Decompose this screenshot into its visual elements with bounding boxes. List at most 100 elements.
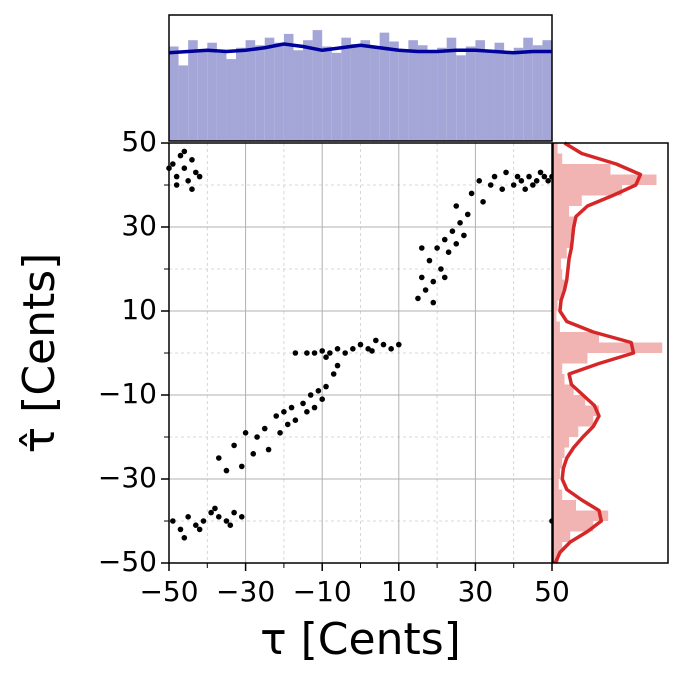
histogram-bar — [389, 41, 399, 141]
point — [196, 526, 203, 533]
histogram-bar — [504, 52, 514, 141]
histogram-bar — [553, 311, 557, 322]
point — [530, 182, 536, 188]
point — [461, 232, 467, 239]
point — [208, 509, 214, 516]
point — [438, 266, 444, 272]
point — [181, 535, 188, 541]
histogram-bar — [437, 47, 447, 142]
point — [510, 182, 517, 188]
histogram-bar — [197, 50, 208, 141]
point — [357, 341, 364, 348]
y-tick-label: 10 — [121, 293, 157, 326]
point — [292, 350, 299, 356]
histogram-bar — [553, 269, 563, 280]
point — [445, 249, 452, 255]
point — [350, 346, 356, 352]
point — [189, 157, 195, 163]
histogram-bar — [446, 37, 457, 141]
point — [173, 173, 180, 180]
histogram-bar — [553, 290, 563, 301]
histogram-bar — [553, 479, 559, 490]
point — [227, 522, 234, 528]
histogram-bar — [484, 50, 495, 141]
histogram-bar — [236, 47, 246, 142]
point — [300, 400, 306, 407]
histogram-bar — [553, 426, 579, 437]
y-tick-label: 50 — [121, 125, 157, 158]
point — [373, 337, 379, 344]
point — [311, 404, 318, 411]
point — [422, 287, 429, 293]
histogram-bar — [553, 521, 594, 532]
y-tick-label: −30 — [98, 461, 157, 494]
point — [177, 152, 184, 159]
point — [468, 190, 475, 197]
point — [369, 348, 375, 354]
point — [430, 299, 437, 306]
histogram-bar — [274, 42, 284, 141]
histogram-bar — [553, 531, 571, 542]
x-tick-label: −10 — [293, 575, 352, 608]
x-tick-label: −30 — [216, 575, 275, 608]
point — [426, 257, 433, 264]
y-tick-label: −50 — [98, 545, 157, 578]
point — [319, 396, 326, 403]
histogram-bar — [553, 342, 663, 353]
point — [281, 409, 287, 415]
point — [215, 455, 222, 461]
histogram-bar — [553, 468, 560, 479]
histogram-bar — [553, 395, 586, 406]
histogram-bar — [553, 164, 611, 175]
histogram-bar — [553, 384, 574, 395]
point — [430, 278, 437, 285]
point — [200, 518, 207, 524]
point — [380, 341, 387, 348]
point — [196, 173, 203, 180]
point — [526, 173, 532, 180]
point — [311, 350, 318, 356]
point — [284, 421, 291, 428]
x-tick-label: −50 — [139, 575, 198, 608]
point — [476, 178, 483, 184]
histogram-bar — [398, 50, 409, 141]
y-axis-label: τ̂ [Cents] — [14, 253, 65, 454]
point — [223, 518, 230, 524]
point — [273, 413, 280, 419]
histogram-bar — [523, 37, 533, 141]
histogram-bar — [350, 43, 361, 142]
histogram-bar — [178, 65, 189, 141]
point — [265, 446, 272, 453]
histogram-bar — [475, 40, 485, 142]
point — [533, 178, 540, 184]
point — [250, 451, 257, 457]
histogram-bar — [293, 50, 304, 141]
histogram-bar — [553, 353, 588, 364]
histogram-bar — [553, 489, 563, 500]
point — [323, 383, 329, 390]
point — [334, 362, 341, 369]
histogram-bar — [553, 143, 558, 154]
point — [170, 518, 176, 524]
histogram-bar — [264, 37, 275, 141]
histogram-bar — [553, 416, 594, 427]
point — [480, 199, 486, 205]
x-tick-label: 50 — [534, 575, 570, 608]
point — [487, 182, 494, 188]
histogram-bar — [312, 30, 323, 141]
point — [342, 350, 348, 356]
point — [307, 392, 314, 398]
histogram-bar — [188, 40, 198, 142]
histogram-bar — [532, 45, 543, 141]
histogram-bar — [542, 40, 552, 142]
histogram-bar — [553, 216, 576, 227]
histogram-bar — [553, 237, 571, 248]
histogram-bar — [553, 458, 563, 469]
histogram-bar — [379, 32, 390, 141]
point — [261, 425, 268, 432]
histogram-bar — [553, 363, 563, 374]
point — [193, 169, 199, 176]
histogram-bar — [283, 33, 294, 141]
histogram-bar — [370, 47, 380, 142]
point — [181, 165, 188, 171]
